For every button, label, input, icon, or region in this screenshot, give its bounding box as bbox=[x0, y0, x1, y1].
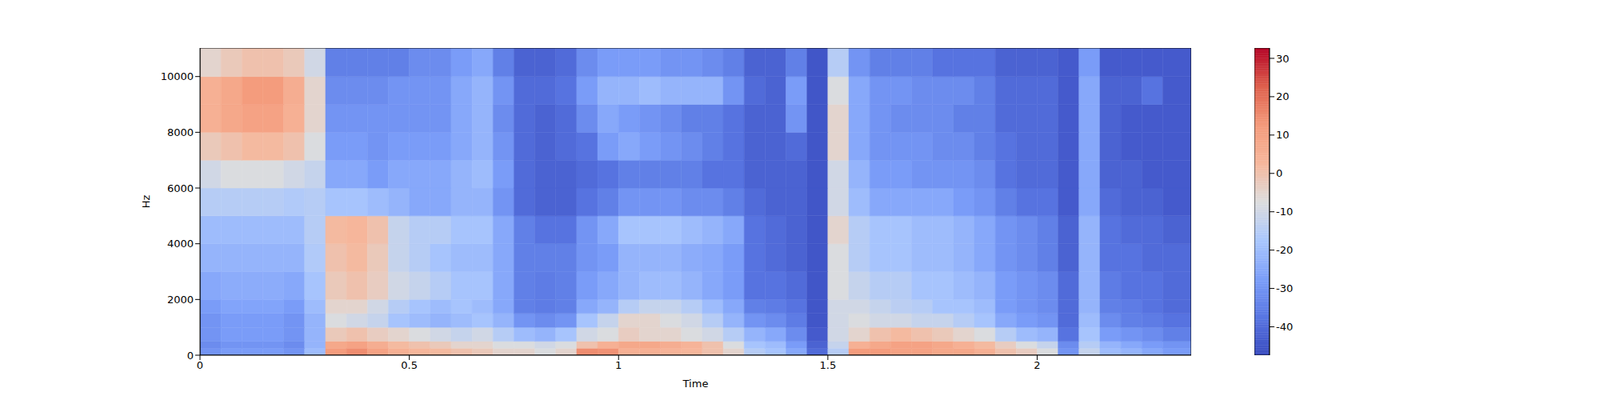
svg-text:0.5: 0.5 bbox=[400, 359, 418, 372]
svg-text:1: 1 bbox=[615, 359, 622, 372]
svg-text:-40: -40 bbox=[1276, 320, 1293, 333]
svg-text:6000: 6000 bbox=[167, 182, 194, 195]
svg-text:-10: -10 bbox=[1276, 205, 1293, 218]
svg-text:8000: 8000 bbox=[167, 126, 194, 139]
svg-text:Hz: Hz bbox=[140, 195, 152, 209]
svg-text:1.5: 1.5 bbox=[819, 359, 836, 372]
svg-text:10: 10 bbox=[1276, 128, 1290, 141]
svg-text:-20: -20 bbox=[1276, 244, 1293, 256]
svg-text:Time: Time bbox=[682, 377, 709, 390]
svg-text:2000: 2000 bbox=[167, 293, 194, 306]
svg-text:10000: 10000 bbox=[160, 70, 194, 83]
svg-text:0: 0 bbox=[187, 349, 194, 362]
svg-text:0: 0 bbox=[1276, 167, 1283, 180]
svg-text:30: 30 bbox=[1276, 52, 1290, 65]
svg-text:2: 2 bbox=[1033, 359, 1040, 372]
svg-text:0: 0 bbox=[196, 359, 204, 372]
svg-text:20: 20 bbox=[1276, 90, 1290, 103]
svg-text:-30: -30 bbox=[1276, 282, 1293, 295]
svg-text:4000: 4000 bbox=[167, 237, 194, 250]
